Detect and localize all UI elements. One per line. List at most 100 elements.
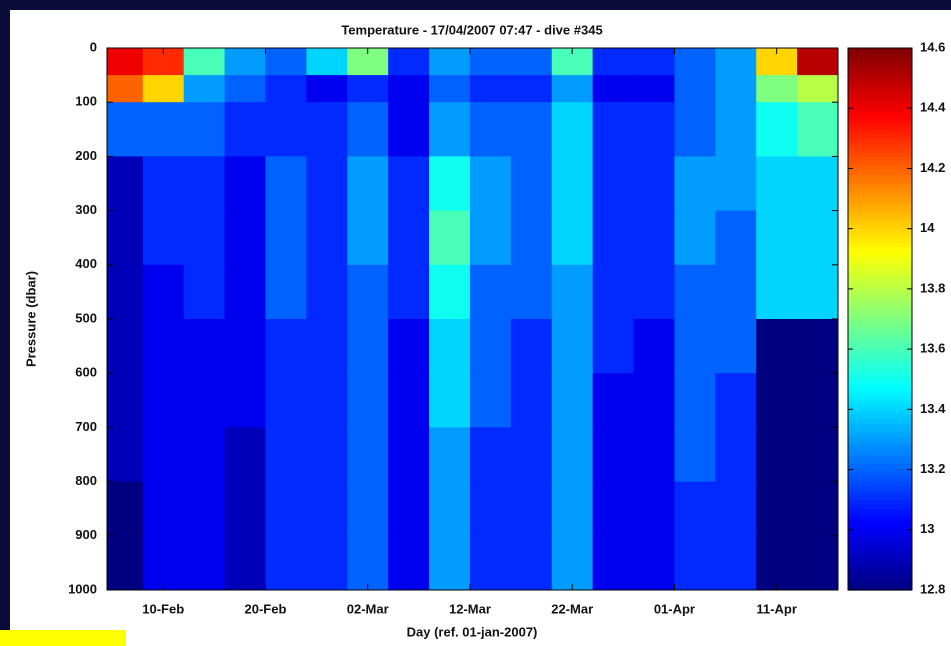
heatmap-cell [265,156,307,212]
heatmap-cell [388,264,430,320]
colorbar-swatch [848,165,912,171]
heatmap-cell [142,373,185,428]
colorbar-swatch [848,255,912,261]
heatmap-cell [142,427,185,483]
axes: 0 100 200 300 400 500 600 700 800 900 1000 10-Feb 20… [68,39,839,616]
colorbar-swatch [848,355,912,361]
colorbar-swatch [848,111,912,117]
colorbar-swatch [848,287,912,293]
heatmap-cell [183,48,226,76]
heatmap-cell [592,481,635,537]
heatmap-cell [107,535,144,590]
heatmap-cell [592,48,635,76]
colorbar-swatch [848,459,912,465]
heatmap-cell [551,75,594,103]
heatmap-cell [306,319,348,374]
heatmap-cell [551,535,594,590]
heatmap-cell [633,156,675,212]
heatmap-cell [142,156,185,212]
heatmap-cell [633,535,675,590]
colorbar-swatch [848,115,912,121]
heatmap-cell [674,319,716,374]
colorbar-swatch [848,61,912,67]
heatmap-cell [306,156,348,212]
heatmap-cell [797,264,838,320]
heatmap-cell [306,264,348,320]
heatmap-cell [142,75,185,103]
colorbar-swatch [848,138,912,144]
heatmap-cell [674,156,716,212]
colorbar-swatch [848,341,912,347]
colorbar-tick-label: 14 [920,220,935,235]
colorbar-swatch [848,319,912,325]
heatmap-cell [756,535,798,590]
colorbar-frame [847,47,913,591]
heatmap-cell [388,48,430,76]
colorbar-swatch [848,499,912,505]
heatmap-cell [469,481,512,537]
x-axis-label: Day (ref. 01-jan-2007) [407,624,538,639]
colorbar-swatch [848,571,912,578]
heatmap-cell [715,48,757,76]
heatmap-cell [183,210,226,266]
heatmap-cell [265,373,307,428]
colorbar-tick-label: 13.6 [920,341,945,356]
colorbar-swatch [848,264,912,270]
heatmap-cell [469,373,512,428]
colorbar-swatch [848,468,912,474]
heatmap-cell [306,102,348,157]
heatmap-cell [224,427,266,483]
heatmap-cell [183,156,226,212]
heatmap-cell [633,102,675,157]
heatmap-cell [756,373,798,428]
heatmap-cell [756,319,798,374]
heatmap-cell [469,102,512,157]
heatmap-cell [265,264,307,320]
heatmap-cell [674,210,716,266]
heatmap-cell [797,427,838,483]
x-tick-label: 01-Apr [654,601,695,616]
corner-tag [0,630,126,646]
heatmap-cell [797,373,838,428]
heatmap-cell [306,535,348,590]
colorbar-swatch [848,553,912,559]
colorbar-swatch [848,197,912,203]
heatmap-cell [633,427,675,483]
y-tick-label: 100 [75,94,97,109]
colorbar-swatch [848,386,912,392]
colorbar-swatch [848,142,912,148]
heatmap-cell [429,210,471,266]
heatmap-cell [429,481,471,537]
heatmap-cell [797,535,838,590]
colorbar-swatch [848,522,912,528]
heatmap-cell [715,481,757,537]
colorbar-swatch [848,400,912,406]
heatmap-cell [551,481,594,537]
heatmap-cell [183,102,226,157]
colorbar-swatch [848,486,912,492]
heatmap-cell [224,210,266,266]
colorbar-swatch [848,418,912,424]
colorbar-swatch [848,129,912,135]
heatmap-cell [347,75,389,103]
heatmap-cell [224,481,266,537]
heatmap-cell [107,427,144,483]
colorbar-swatch [848,576,912,582]
colorbar-swatch [848,567,912,573]
colorbar-swatch [848,188,912,194]
heatmap-cell [183,75,226,103]
colorbar-swatch [848,52,912,58]
heatmap-cell [183,264,226,320]
colorbar-swatch [848,540,912,546]
colorbar-swatch [848,422,912,428]
colorbar-swatch [848,445,912,451]
heatmap-cell [183,481,226,537]
heatmap-cell [592,264,635,320]
heatmap-cell [265,319,307,374]
colorbar-swatch [848,431,912,438]
colorbar-tick-label: 14.6 [920,39,945,54]
heatmap-cell [347,264,389,320]
colorbar-swatch [848,377,912,383]
